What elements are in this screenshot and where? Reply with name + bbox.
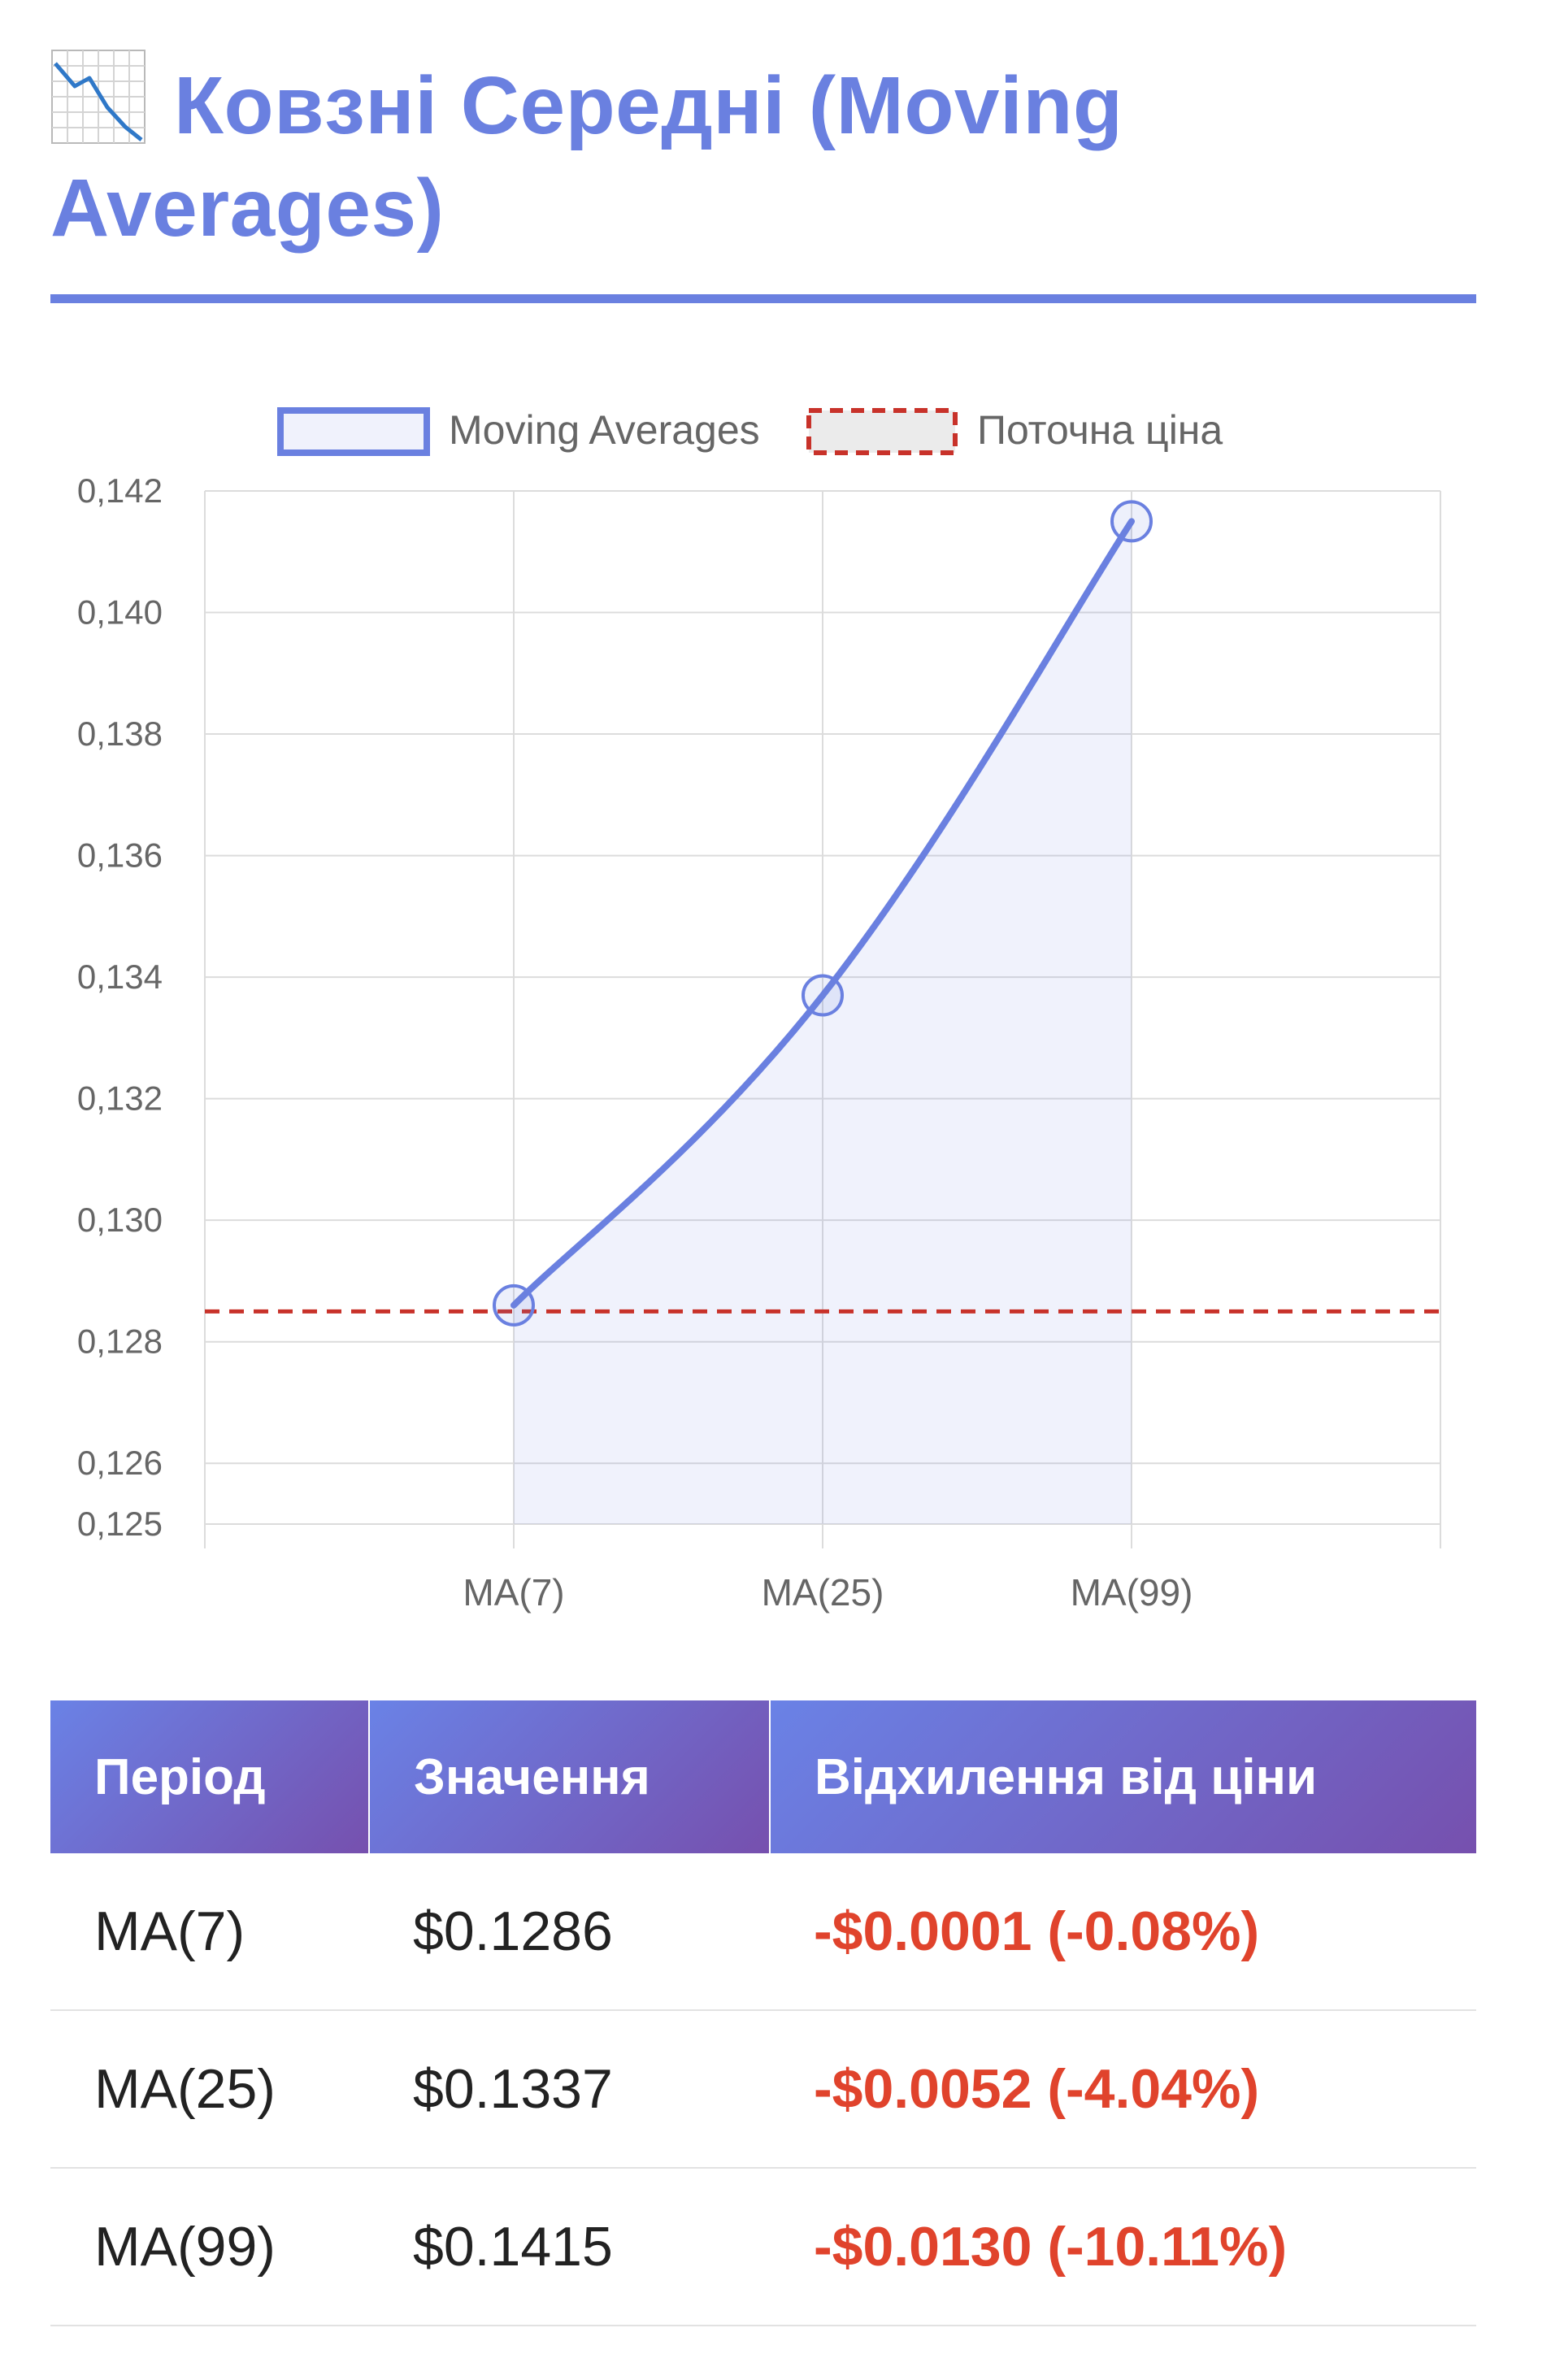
row-period: MA(25) bbox=[50, 2010, 369, 2169]
x-axis-ticks: MA(7) MA(25) MA(99) bbox=[463, 1571, 1193, 1613]
y-tick-label: 0,132 bbox=[77, 1079, 163, 1118]
table-header-row: Період Значення Відхилення від ціни bbox=[50, 1700, 1476, 1853]
section-header: Ковзні Середні (Moving Averages) bbox=[50, 49, 1481, 259]
page-title-text: Ковзні Середні (Moving Averages) bbox=[50, 60, 1123, 254]
data-point bbox=[802, 974, 844, 1017]
y-axis-ticks: 0,125 0,126 0,128 0,130 0,132 0,134 0,136 0,138… bbox=[77, 471, 163, 1543]
x-tick-label: MA(99) bbox=[1071, 1571, 1193, 1613]
x-tick-label: MA(7) bbox=[463, 1571, 564, 1613]
legend-swatch-current-price bbox=[806, 408, 958, 455]
chart-canvas: 0,125 0,126 0,128 0,130 0,132 0,134 0,136 0,138… bbox=[77, 407, 1441, 1613]
x-tick-label: MA(25) bbox=[762, 1571, 884, 1613]
row-period: MA(7) bbox=[50, 1853, 369, 2011]
series-points-group bbox=[493, 500, 1153, 1327]
y-tick-label: 0,138 bbox=[77, 714, 163, 753]
column-header-period: Період bbox=[50, 1700, 370, 1853]
y-tick-label: 0,126 bbox=[77, 1444, 163, 1482]
data-point bbox=[1110, 500, 1153, 543]
moving-averages-table: Період Значення Відхилення від ціни MA(7… bbox=[50, 1700, 1476, 2326]
column-header-deviation: Відхилення від ціни bbox=[770, 1700, 1476, 1853]
row-deviation: -$0.0001 (-0.08%) bbox=[770, 1853, 1476, 2011]
chart-legend: Moving Averages Поточна ціна bbox=[277, 407, 1223, 456]
y-tick-label: 0,142 bbox=[77, 471, 163, 510]
row-period: MA(99) bbox=[50, 2168, 369, 2326]
legend-label-current-price: Поточна ціна bbox=[977, 407, 1223, 453]
series-line-group bbox=[510, 518, 1135, 1309]
table-row: MA(25) $0.1337 -$0.0052 (-4.04%) bbox=[50, 2010, 1476, 2169]
column-header-value: Значення bbox=[369, 1700, 771, 1853]
row-value: $0.1337 bbox=[369, 2010, 770, 2169]
series-area bbox=[514, 521, 1132, 1524]
legend-swatch-moving-averages bbox=[277, 407, 430, 456]
series-line bbox=[510, 518, 1135, 1309]
y-tick-label: 0,125 bbox=[77, 1505, 163, 1543]
chart-grid bbox=[204, 490, 1441, 1548]
row-value: $0.1415 bbox=[369, 2168, 770, 2326]
chart-area-fill bbox=[514, 521, 1132, 1524]
page-title: Ковзні Середні (Moving Averages) bbox=[50, 49, 1481, 259]
table-row: MA(99) $0.1415 -$0.0130 (-10.11%) bbox=[50, 2168, 1476, 2326]
data-point bbox=[493, 1283, 535, 1327]
y-tick-label: 0,128 bbox=[77, 1322, 163, 1361]
y-tick-label: 0,140 bbox=[77, 593, 163, 632]
chart-decreasing-icon bbox=[51, 50, 146, 144]
title-divider bbox=[50, 294, 1476, 303]
moving-averages-chart: 0,125 0,126 0,128 0,130 0,132 0,134 0,136 0,138… bbox=[0, 382, 1551, 1634]
y-tick-label: 0,134 bbox=[77, 958, 163, 996]
row-deviation: -$0.0052 (-4.04%) bbox=[770, 2010, 1476, 2169]
table-row: MA(7) $0.1286 -$0.0001 (-0.08%) bbox=[50, 1853, 1476, 2011]
row-deviation: -$0.0130 (-10.11%) bbox=[770, 2168, 1476, 2326]
row-value: $0.1286 bbox=[369, 1853, 770, 2011]
y-tick-label: 0,136 bbox=[77, 836, 163, 875]
legend-label-moving-averages: Moving Averages bbox=[449, 407, 760, 453]
y-tick-label: 0,130 bbox=[77, 1201, 163, 1239]
